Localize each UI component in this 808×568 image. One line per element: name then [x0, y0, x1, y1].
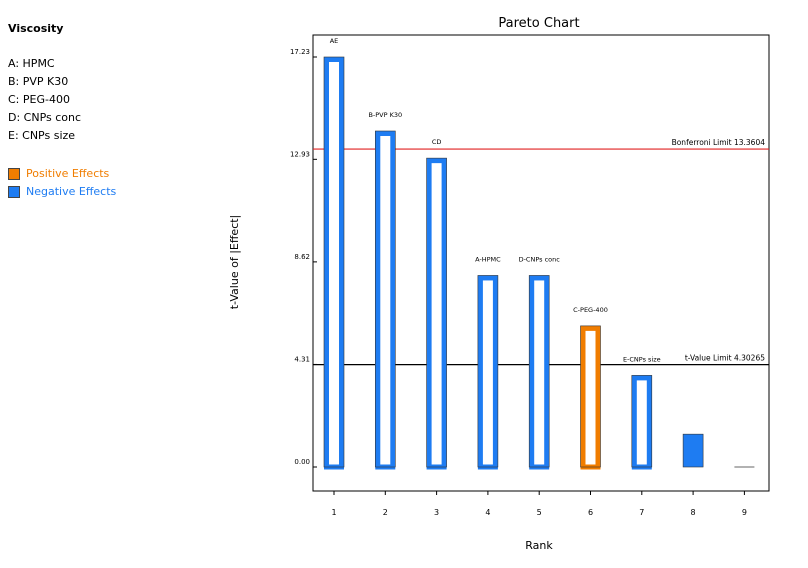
x-tick-label: 9 [742, 508, 747, 517]
y-axis: 0.00 4.31 8.62 12.93 17.23 [290, 48, 317, 468]
y-axis-label: t-Value of |Effect| [228, 215, 241, 310]
factor-label-a: A: HPMC [8, 57, 55, 70]
bar [426, 158, 447, 470]
bar-label: A-HPMC [475, 255, 501, 263]
factor-label-e: E: CNPs size [8, 129, 76, 142]
bar-outline [374, 130, 396, 468]
y-tick-label: 4.31 [294, 355, 310, 363]
x-tick-label: 3 [434, 508, 439, 517]
bars: AE B-PVP K30 CD A-HPMC D-CNPs conc C-PEG-400 E… [323, 37, 755, 470]
bar-outline [477, 275, 499, 468]
x-tick-label: 8 [691, 508, 696, 517]
limit-label: Bonferroni Limit 13.3604 [672, 138, 766, 147]
bar-label: AE [330, 37, 339, 45]
bar [529, 275, 550, 470]
bar-label: CD [432, 138, 442, 146]
x-axis: 1 2 3 4 5 6 7 8 9 [331, 491, 747, 517]
y-tick-label: 17.23 [290, 48, 310, 56]
plot-frame [312, 34, 770, 492]
y-tick-label: 12.93 [290, 150, 310, 158]
bar-outline [323, 56, 345, 468]
factor-label-c: C: PEG-400 [8, 93, 70, 106]
x-tick-label: 7 [639, 508, 644, 517]
legend-positive-swatch [8, 168, 20, 180]
response-title: Viscosity [8, 22, 64, 35]
factor-label-b: B: PVP K30 [8, 75, 69, 88]
bar [477, 275, 498, 470]
bar-label: E-CNPs size [623, 355, 661, 363]
bar [682, 433, 704, 468]
x-tick-label: 5 [537, 508, 542, 517]
limit-label: t-Value Limit 4.30265 [685, 354, 765, 363]
legend-negative-label: Negative Effects [26, 185, 117, 198]
bar-outline [426, 157, 447, 468]
bar-label: B-PVP K30 [368, 111, 402, 119]
bar [324, 57, 344, 470]
y-tick-label: 0.00 [294, 458, 310, 466]
bar [580, 325, 601, 470]
y-tick-label: 8.62 [294, 253, 310, 261]
x-tick-label: 6 [588, 508, 593, 517]
bar-label: C-PEG-400 [573, 306, 608, 314]
bar-label: D-CNPs conc [519, 255, 561, 263]
factor-label-d: D: CNPs conc [8, 111, 82, 124]
x-tick-label: 1 [331, 508, 336, 517]
x-tick-label: 2 [383, 508, 388, 517]
legend-positive-label: Positive Effects [26, 167, 110, 180]
legend-negative-swatch [8, 186, 20, 198]
factor-sidebar: Viscosity A: HPMC B: PVP K30 C: PEG-400 … [0, 0, 200, 300]
bar [631, 375, 652, 470]
x-axis-label: Rank [525, 539, 553, 552]
chart-title: Pareto Chart [498, 16, 579, 31]
x-tick-label: 4 [485, 508, 490, 517]
bar-outline [631, 375, 653, 468]
bar-outline [580, 325, 601, 468]
bar-outline [528, 275, 550, 468]
bar [375, 131, 396, 470]
